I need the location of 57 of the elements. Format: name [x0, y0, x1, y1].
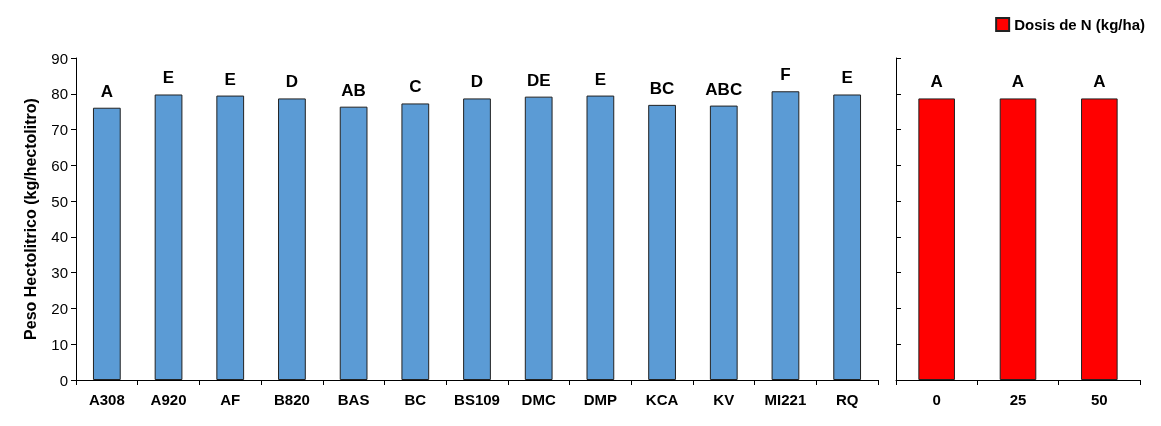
x-tick-label: 25 — [1009, 391, 1027, 408]
y-tick-label: 50 — [51, 192, 68, 210]
annotation: DE — [526, 70, 551, 90]
annotation: F — [780, 65, 791, 85]
bar — [771, 91, 800, 380]
y-tick-label: 0 — [59, 371, 68, 389]
bar — [709, 105, 738, 380]
annotation: A — [100, 81, 113, 101]
annotation: C — [409, 77, 422, 97]
annotation: E — [841, 68, 853, 88]
bar — [401, 103, 430, 380]
x-tick-label: BS109 — [454, 391, 500, 408]
bar — [463, 98, 491, 380]
bar — [154, 94, 183, 380]
x-tick-label: DMC — [521, 391, 556, 408]
x-tick-label: MI221 — [764, 391, 807, 408]
bar — [216, 95, 245, 380]
y-tick-label: 80 — [51, 85, 68, 103]
y-tick-label: 90 — [51, 49, 68, 67]
y-tick-label: 40 — [51, 228, 68, 246]
x-tick-label: B820 — [273, 391, 310, 408]
y-tick-label: 70 — [51, 121, 68, 139]
annotation: D — [470, 72, 484, 92]
bar — [92, 107, 121, 380]
x-tick-label: KCA — [645, 391, 679, 408]
bar — [524, 96, 553, 380]
y-tick-label: 60 — [51, 156, 68, 174]
annotation: BC — [649, 78, 675, 98]
bar — [278, 98, 306, 380]
y-tick-label: 30 — [51, 264, 68, 282]
x-tick-label: 50 — [1090, 391, 1108, 408]
legend-label: Dosis de N (kg/ha) — [1014, 16, 1145, 33]
annotation: D — [285, 72, 299, 92]
x-tick-label: AF — [220, 391, 241, 408]
bar — [833, 94, 862, 380]
annotation: AB — [341, 80, 366, 100]
x-tick-label: DMP — [583, 391, 618, 408]
annotation: A — [1011, 72, 1025, 92]
bar — [648, 104, 676, 380]
y-tick-label: 10 — [51, 335, 68, 353]
y-tick-label: 20 — [51, 299, 68, 317]
annotation: E — [594, 69, 607, 89]
annotation: E — [224, 69, 236, 89]
x-tick-label: 0 — [932, 391, 941, 408]
bar — [339, 106, 368, 380]
y-axis-title: Peso Hectolitrico (kg/hectolitro) — [21, 98, 39, 340]
annotation: A — [1093, 72, 1106, 92]
x-tick-label: KV — [713, 391, 735, 408]
x-tick-label: A308 — [88, 391, 125, 408]
bar — [586, 95, 615, 380]
annotation: ABC — [705, 79, 743, 99]
annotation: A — [930, 72, 943, 92]
x-tick-label: BC — [404, 391, 427, 408]
x-tick-label: RQ — [835, 391, 859, 408]
x-tick-label: A920 — [150, 391, 187, 408]
annotation: E — [162, 68, 175, 88]
x-tick-label: BAS — [337, 391, 370, 408]
